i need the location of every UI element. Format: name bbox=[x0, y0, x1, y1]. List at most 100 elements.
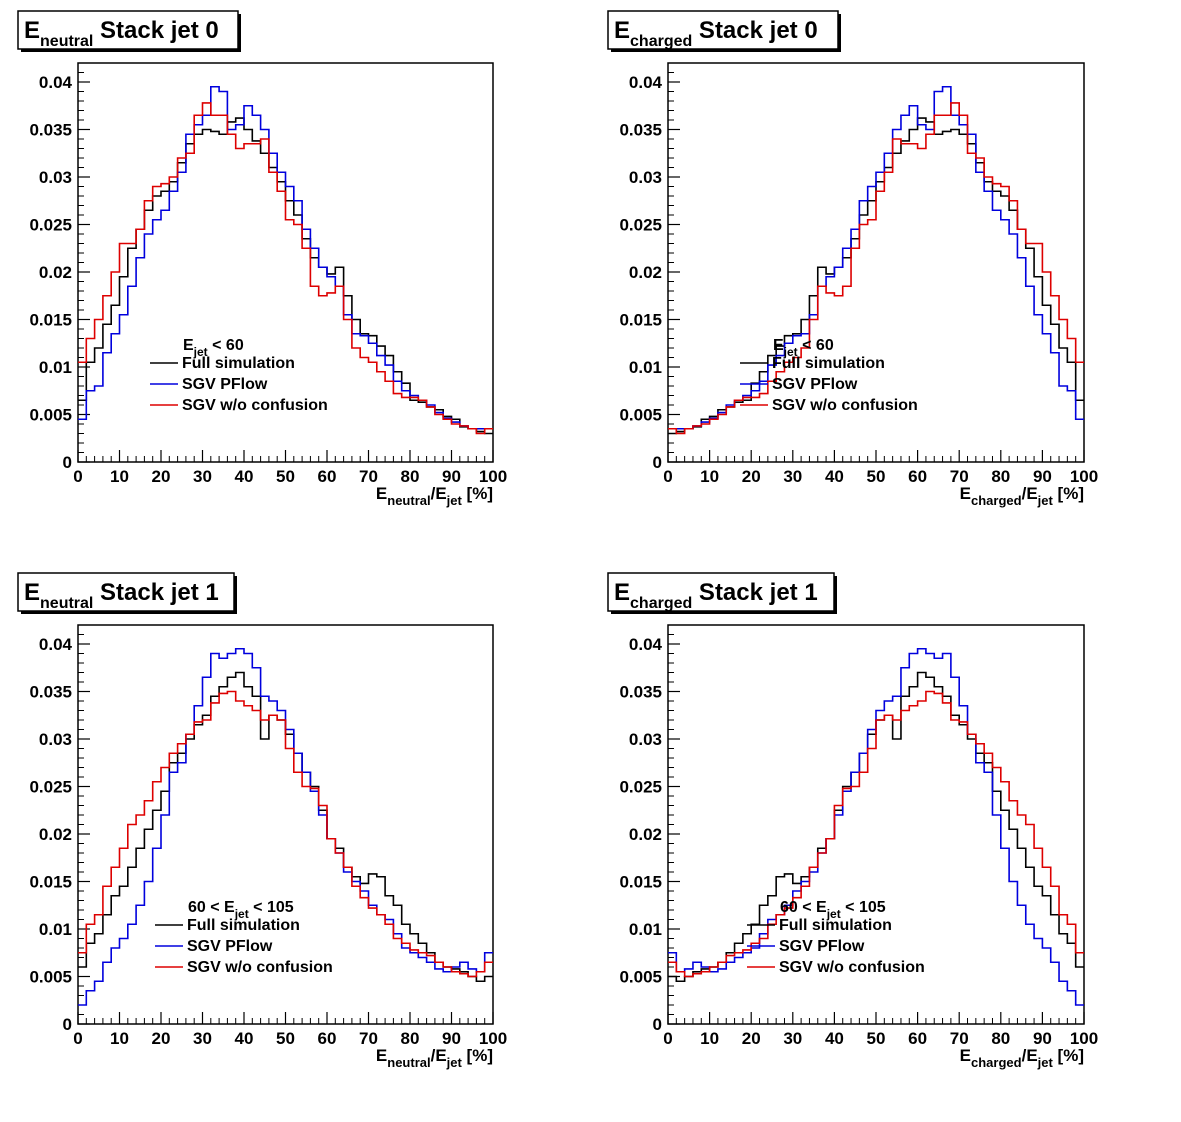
x-tick-label: 40 bbox=[235, 467, 254, 486]
legend-entry: SGV PFlow bbox=[779, 938, 865, 955]
y-tick-label: 0.035 bbox=[29, 121, 72, 140]
title-box-shadow bbox=[21, 49, 241, 52]
x-tick-label: 0 bbox=[663, 467, 672, 486]
y-tick-label: 0.005 bbox=[619, 406, 662, 425]
x-tick-label: 0 bbox=[663, 1029, 672, 1048]
title-box-shadow bbox=[611, 49, 841, 52]
title-box-shadow bbox=[234, 576, 237, 614]
series-line-sgv-pflow bbox=[668, 647, 1084, 1006]
legend-entry: SGV w/o confusion bbox=[187, 959, 333, 976]
legend-header: Ejet < 60 bbox=[773, 337, 834, 359]
series-line-sgv-w-o-confusion bbox=[78, 102, 493, 435]
legend-header: Ejet < 60 bbox=[183, 337, 244, 359]
y-tick-label: 0.02 bbox=[629, 825, 662, 844]
x-tick-label: 60 bbox=[908, 1029, 927, 1048]
x-tick-label: 90 bbox=[1033, 467, 1052, 486]
x-tick-label: 50 bbox=[276, 467, 295, 486]
y-tick-label: 0.015 bbox=[29, 873, 72, 892]
series-line-sgv-pflow bbox=[668, 85, 1084, 430]
x-tick-label: 70 bbox=[950, 467, 969, 486]
y-tick-label: 0.04 bbox=[39, 73, 73, 92]
y-tick-label: 0.01 bbox=[39, 920, 72, 939]
x-tick-label: 50 bbox=[276, 1029, 295, 1048]
series-line-sgv-pflow bbox=[78, 647, 493, 1006]
title-box-shadow bbox=[21, 611, 237, 614]
y-tick-label: 0 bbox=[653, 1015, 662, 1034]
series-line-full-simulation bbox=[668, 117, 1084, 435]
title-box-shadow bbox=[611, 611, 837, 614]
chart-title: Echarged Stack jet 0 bbox=[614, 17, 818, 50]
x-tick-label: 40 bbox=[825, 467, 844, 486]
legend-entry: Full simulation bbox=[772, 355, 885, 372]
x-tick-label: 100 bbox=[1070, 1029, 1098, 1048]
legend-entry: Full simulation bbox=[182, 355, 295, 372]
x-tick-label: 30 bbox=[783, 1029, 802, 1048]
x-tick-label: 30 bbox=[193, 467, 212, 486]
title-box bbox=[17, 10, 239, 50]
x-tick-label: 10 bbox=[110, 467, 129, 486]
x-axis-label: Echarged/Ejet [%] bbox=[960, 484, 1084, 508]
title-box-shadow bbox=[834, 576, 837, 614]
legend-entry: SGV PFlow bbox=[182, 376, 268, 393]
x-tick-label: 10 bbox=[700, 467, 719, 486]
title-box bbox=[17, 572, 235, 612]
legend-header: 60 < Ejet < 105 bbox=[188, 899, 294, 921]
x-axis-label: Eneutral/Ejet [%] bbox=[376, 1046, 493, 1070]
y-tick-label: 0.02 bbox=[39, 263, 72, 282]
y-tick-label: 0.01 bbox=[629, 358, 662, 377]
y-tick-label: 0.025 bbox=[29, 778, 72, 797]
y-tick-label: 0 bbox=[63, 453, 72, 472]
x-tick-label: 100 bbox=[1070, 467, 1098, 486]
x-tick-label: 50 bbox=[867, 467, 886, 486]
legend-entry: SGV PFlow bbox=[187, 938, 273, 955]
chart-panel-1: Echarged Stack jet 0 0 0.005 0.01 0.015 0.02 0… bbox=[607, 10, 1098, 508]
chart-panel-2: Eneutral Stack jet 1 0 0.005 0.01 0.015 0.02 0… bbox=[17, 572, 507, 1070]
x-tick-label: 0 bbox=[73, 1029, 82, 1048]
series-line-sgv-w-o-confusion bbox=[668, 690, 1084, 978]
x-axis-label: Eneutral/Ejet [%] bbox=[376, 484, 493, 508]
x-tick-label: 50 bbox=[867, 1029, 886, 1048]
y-tick-label: 0.005 bbox=[619, 968, 662, 987]
x-tick-label: 60 bbox=[908, 467, 927, 486]
x-tick-label: 40 bbox=[235, 1029, 254, 1048]
y-tick-label: 0.03 bbox=[629, 168, 662, 187]
y-tick-label: 0.025 bbox=[619, 778, 662, 797]
series-line-full-simulation bbox=[78, 117, 493, 435]
y-tick-label: 0.005 bbox=[29, 968, 72, 987]
x-tick-label: 90 bbox=[442, 467, 461, 486]
y-tick-label: 0.015 bbox=[619, 873, 662, 892]
y-tick-label: 0.04 bbox=[629, 73, 663, 92]
x-tick-label: 70 bbox=[359, 467, 378, 486]
x-tick-label: 100 bbox=[479, 1029, 507, 1048]
legend-entry: SGV w/o confusion bbox=[182, 397, 328, 414]
x-tick-label: 60 bbox=[318, 1029, 337, 1048]
x-tick-label: 80 bbox=[401, 467, 420, 486]
series-line-sgv-w-o-confusion bbox=[78, 690, 493, 978]
y-tick-label: 0 bbox=[63, 1015, 72, 1034]
y-tick-label: 0.03 bbox=[39, 168, 72, 187]
title-box bbox=[607, 10, 839, 50]
chart-title: Eneutral Stack jet 1 bbox=[24, 579, 219, 612]
x-tick-label: 70 bbox=[950, 1029, 969, 1048]
chart-title: Eneutral Stack jet 0 bbox=[24, 17, 219, 50]
y-tick-label: 0.02 bbox=[39, 825, 72, 844]
legend-entry: SGV w/o confusion bbox=[779, 959, 925, 976]
y-tick-label: 0.03 bbox=[629, 730, 662, 749]
x-tick-label: 60 bbox=[318, 467, 337, 486]
y-tick-label: 0.025 bbox=[619, 216, 662, 235]
legend-entry: SGV PFlow bbox=[772, 376, 858, 393]
y-tick-label: 0.025 bbox=[29, 216, 72, 235]
chart-title: Echarged Stack jet 1 bbox=[614, 579, 818, 612]
x-tick-label: 20 bbox=[742, 1029, 761, 1048]
y-tick-label: 0.035 bbox=[619, 683, 662, 702]
x-tick-label: 30 bbox=[783, 467, 802, 486]
x-tick-label: 80 bbox=[991, 1029, 1010, 1048]
x-tick-label: 90 bbox=[1033, 1029, 1052, 1048]
y-tick-label: 0.005 bbox=[29, 406, 72, 425]
legend-entry: SGV w/o confusion bbox=[772, 397, 918, 414]
x-tick-label: 100 bbox=[479, 467, 507, 486]
y-tick-label: 0.015 bbox=[29, 311, 72, 330]
x-tick-label: 20 bbox=[152, 467, 171, 486]
x-tick-label: 0 bbox=[73, 467, 82, 486]
